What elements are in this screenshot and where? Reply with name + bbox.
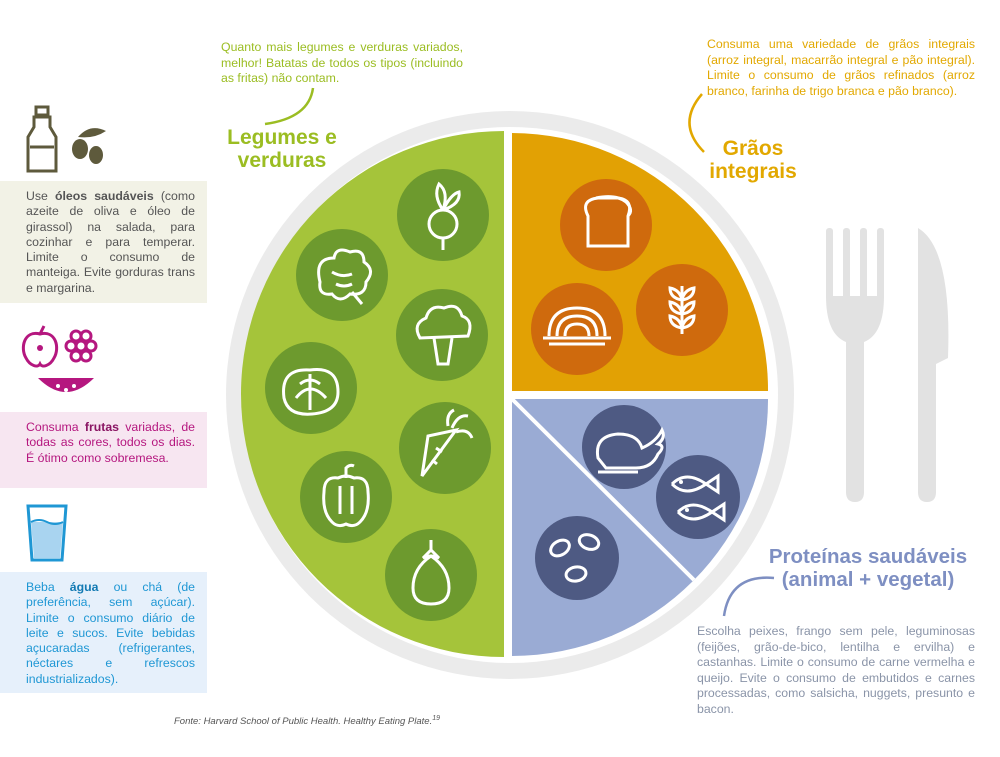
oils-card: Use óleos saudáveis (como azeite de oliv… [0,181,207,303]
grains-heading: Grãos integrais [693,137,813,183]
grains-callout-line [688,93,705,153]
protein-heading-line1: Proteínas saudáveis [768,545,968,568]
water-glass-icon [26,504,68,562]
water-text-bold: água [69,580,99,594]
radish-icon [397,169,489,261]
cabbage-icon [265,342,357,434]
chicken-icon [582,405,666,489]
olive-oil-bottle-icon [26,105,106,173]
source-superscript: 19 [432,715,441,722]
protein-callout-line [722,576,775,617]
vegetables-heading-line1: Legumes e [227,126,337,149]
eggplant-icon [385,529,477,621]
oils-text-bold: óleos saudáveis [54,189,154,203]
protein-heading-line2: (animal + vegetal) [781,568,955,591]
water-card: Beba água ou chá (de preferência, sem aç… [0,572,207,693]
protein-note: Escolha peixes, frango sem pele, legumin… [697,624,975,716]
lettuce-icon [296,229,388,321]
fish-icon [656,455,740,539]
wheat-icon [636,264,728,356]
vegetables-callout-line [264,87,315,126]
grains-heading-line2: integrais [709,160,797,183]
pasta-icon [531,283,623,375]
vegetables-heading: Legumes e verduras [212,126,352,172]
protein-heading: Proteínas saudáveis (animal + vegetal) [748,545,988,591]
bell-pepper-icon [300,451,392,543]
oils-text-post: (como azeite de oliva e óleo de girassol… [26,189,195,295]
source-text: Fonte: Harvard School of Public Health. … [174,716,433,728]
source-citation: Fonte: Harvard School of Public Health. … [174,715,440,727]
fruits-text-bold: frutas [84,420,120,434]
protein-divider [510,397,696,582]
bread-icon [560,179,652,271]
fruits-text-pre: Consuma [26,420,85,434]
water-text-pre: Beba [26,580,70,594]
carrot-icon [399,402,491,494]
vegetables-note: Quanto mais legumes e verduras variados,… [221,40,463,86]
fruits-card: Consuma frutas variadas, de todas as cor… [0,412,207,488]
fruits-icon [21,325,98,392]
broccoli-icon [396,289,488,381]
vegetables-heading-line2: verduras [237,149,327,172]
fruits-text-post: variadas, de todas as cores, todos os di… [26,420,195,465]
knife-icon [918,228,949,502]
fork-icon [826,228,884,502]
water-text-post: ou chá (de preferência, sem açúcar). Lim… [26,580,195,686]
grains-heading-line1: Grãos [722,137,784,160]
grains-note: Consuma uma variedade de grãos integrais… [707,37,975,98]
oils-text-pre: Use [26,189,55,203]
beans-icon [535,516,619,600]
